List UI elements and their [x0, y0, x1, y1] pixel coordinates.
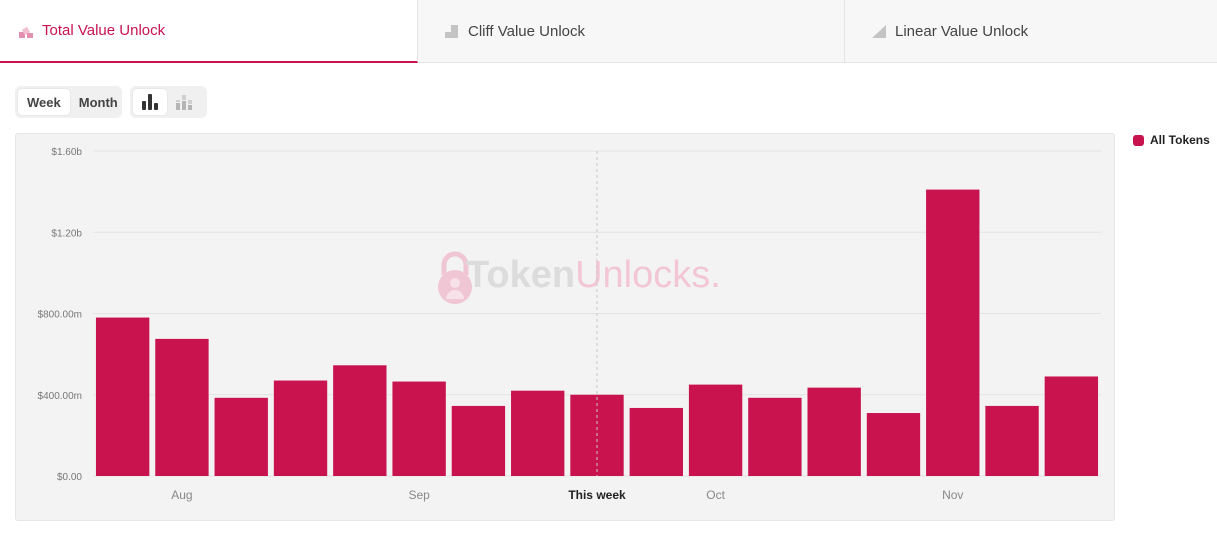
y-tick-label: $400.00m: [38, 391, 82, 402]
chart-view-toggle: [130, 86, 207, 118]
bar[interactable]: [629, 407, 683, 476]
bar[interactable]: [511, 390, 565, 476]
week-button[interactable]: Week: [18, 89, 70, 115]
y-tick-label: $0.00: [57, 472, 82, 483]
bar[interactable]: [392, 381, 446, 476]
bar[interactable]: [688, 384, 743, 476]
x-tick-label: Sep: [408, 488, 430, 502]
tab-linear-value-unlock[interactable]: Linear Value Unlock: [845, 0, 1217, 62]
watermark-brand-part1: Token: [466, 254, 575, 296]
svg-text:TokenUnlocks.: TokenUnlocks.: [466, 254, 721, 296]
tab-cliff-value-unlock[interactable]: Cliff Value Unlock: [418, 0, 845, 62]
bar[interactable]: [985, 405, 1039, 476]
unlock-type-tabs: Total Value Unlock Cliff Value Unlock Li…: [0, 0, 1217, 63]
tab-label: Cliff Value Unlock: [468, 22, 585, 40]
bar[interactable]: [866, 413, 921, 476]
x-tick-label: This week: [568, 488, 626, 502]
bar-chart: TokenUnlocks. $0.00 $400.00m $800.00m $1.20…: [38, 147, 1101, 502]
month-button[interactable]: Month: [78, 94, 118, 110]
tab-total-value-unlock[interactable]: Total Value Unlock: [0, 0, 418, 63]
y-tick-label: $1.20b: [51, 228, 82, 239]
y-tick-label: $800.00m: [38, 310, 82, 321]
bar[interactable]: [333, 365, 387, 476]
watermark-brand-part2: Unlocks.: [575, 254, 721, 296]
bar[interactable]: [451, 405, 506, 476]
x-tick-label: Aug: [171, 488, 192, 502]
bar[interactable]: [273, 380, 328, 476]
cliff-bar-icon: [444, 23, 460, 39]
bar-chart-view-button[interactable]: [133, 89, 167, 115]
bar[interactable]: [1044, 376, 1099, 476]
bar[interactable]: [214, 397, 268, 476]
bar[interactable]: [95, 317, 150, 476]
watermark: TokenUnlocks.: [438, 251, 721, 304]
linear-ramp-icon: [871, 23, 887, 39]
x-tick-label: Nov: [942, 488, 963, 502]
tab-label: Linear Value Unlock: [895, 22, 1029, 40]
legend-label: All Tokens: [1150, 133, 1210, 147]
bar[interactable]: [807, 387, 861, 476]
period-toggle: Week Month: [15, 86, 122, 118]
stacked-bar-icon: [18, 23, 34, 39]
legend-swatch: [1133, 134, 1144, 146]
bar[interactable]: [155, 338, 209, 476]
y-tick-label: $1.60b: [51, 147, 82, 158]
bar[interactable]: [748, 397, 802, 476]
x-tick-label: Oct: [706, 488, 725, 502]
lock-logo-icon: [438, 251, 472, 304]
bar[interactable]: [926, 189, 980, 476]
chart-panel: TokenUnlocks. $0.00 $400.00m $800.00m $1.20…: [15, 133, 1115, 521]
stacked-bar-chart-icon: [174, 91, 194, 114]
tab-label: Total Value Unlock: [42, 22, 166, 39]
stacked-bar-view-button[interactable]: [167, 89, 201, 115]
bar-chart-icon: [140, 91, 160, 114]
chart-legend[interactable]: All Tokens: [1133, 133, 1210, 147]
